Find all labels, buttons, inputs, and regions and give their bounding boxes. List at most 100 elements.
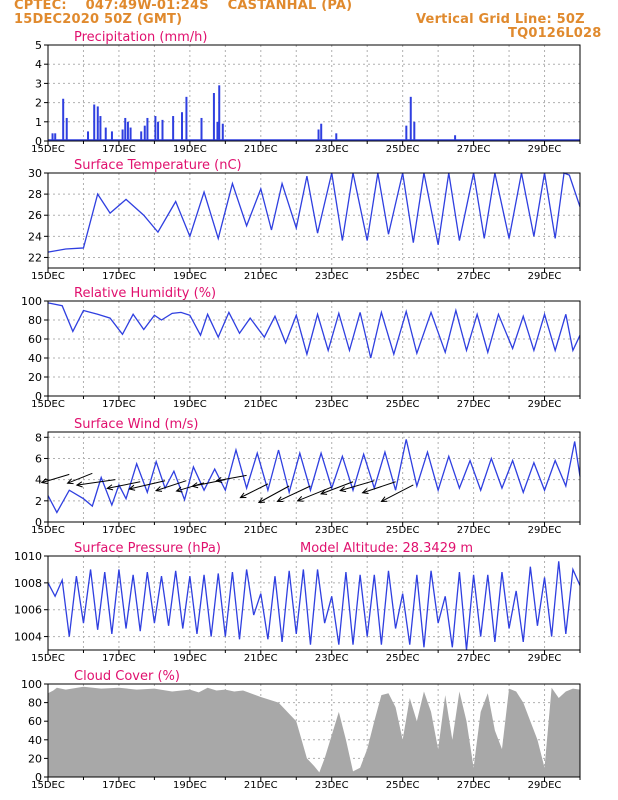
x-tick-label: 17DEC	[102, 399, 136, 410]
wind-arrow-head	[215, 476, 223, 483]
panel-frame	[47, 431, 581, 523]
wind-arrow-head	[239, 492, 247, 499]
precip-bar	[99, 116, 102, 141]
wind-arrow-head	[154, 486, 163, 492]
x-tick-label: 27DEC	[457, 780, 491, 791]
y-tick-label: 1006	[14, 604, 42, 617]
wind-arrow-head	[320, 489, 328, 495]
panel-annotation: Model Altitude: 28.3429 m	[300, 541, 473, 556]
y-tick-label: 0	[35, 771, 42, 784]
header-model-id: TQ0126L028	[508, 26, 602, 41]
precip-bar	[121, 129, 124, 141]
precip-bar	[216, 121, 219, 141]
x-tick-label: 25DEC	[386, 653, 420, 664]
x-tick-label: 21DEC	[244, 144, 278, 155]
x-tick-label: 21DEC	[244, 399, 278, 410]
header-location: CPTEC: 047:49W-01:24S CASTANHAL (PA)	[14, 0, 353, 13]
panel-title: Cloud Cover (%)	[74, 669, 180, 684]
precip-bar	[65, 117, 68, 141]
panel-1	[44, 172, 581, 273]
y-tick-label: 60	[28, 715, 42, 728]
panel-title: Surface Wind (m/s)	[74, 417, 198, 432]
precip-bar	[140, 131, 143, 141]
y-tick-label: 1004	[14, 631, 42, 644]
precip-bar	[335, 133, 338, 141]
x-tick-label: 17DEC	[102, 271, 136, 282]
panel-4	[44, 555, 581, 655]
x-tick-label: 15DEC	[31, 144, 65, 155]
x-tick-label: 23DEC	[315, 144, 349, 155]
series-line	[47, 172, 581, 253]
wind-arrow	[67, 472, 93, 484]
y-tick-label: 2	[35, 97, 42, 110]
precip-bar	[172, 116, 175, 141]
precip-bar	[143, 125, 146, 141]
y-tick-label: 1008	[14, 577, 42, 590]
precip-bar	[405, 125, 408, 141]
panel-title: Surface Temperature (nC)	[74, 158, 242, 173]
x-tick-label: 25DEC	[386, 144, 420, 155]
wind-arrow	[216, 474, 247, 482]
x-tick-label: 29DEC	[528, 525, 562, 536]
x-tick-label: 29DEC	[528, 780, 562, 791]
wind-arrow-head	[257, 497, 265, 504]
y-tick-label: 30	[28, 167, 42, 180]
wind-arrow-head	[128, 484, 136, 491]
x-tick-label: 21DEC	[244, 653, 278, 664]
precip-bar	[185, 96, 188, 141]
x-tick-label: 15DEC	[31, 780, 65, 791]
y-tick-label: 1010	[14, 550, 42, 563]
wind-arrow-head	[276, 496, 284, 502]
wind-arrow	[277, 485, 311, 502]
wind-arrow-head	[106, 484, 114, 491]
precip-bar	[181, 112, 183, 141]
x-tick-label: 19DEC	[173, 399, 207, 410]
wind-arrow	[240, 483, 269, 499]
y-tick-label: 4	[35, 474, 42, 487]
precip-bar	[161, 119, 164, 141]
x-tick-label: 23DEC	[315, 399, 349, 410]
x-tick-label: 19DEC	[173, 271, 207, 282]
x-tick-label: 19DEC	[173, 780, 207, 791]
precip-bar	[96, 106, 99, 141]
precip-bar	[200, 117, 203, 141]
precip-bar	[317, 129, 320, 141]
precip-bar	[154, 116, 157, 141]
series-line	[47, 439, 581, 514]
panel-3	[40, 431, 581, 527]
y-tick-label: 5	[35, 39, 42, 52]
panel-title: Precipitation (mm/h)	[74, 30, 207, 45]
precip-bar	[146, 117, 149, 141]
x-tick-label: 27DEC	[457, 653, 491, 664]
header-date: 15DEC2020 50Z (GMT)	[14, 12, 183, 27]
wind-arrow	[340, 480, 375, 492]
precip-bar	[62, 98, 65, 141]
y-tick-label: 6	[35, 452, 42, 465]
precip-bar	[157, 121, 160, 141]
y-tick-label: 20	[28, 371, 42, 384]
x-tick-label: 27DEC	[457, 271, 491, 282]
series-line	[47, 561, 581, 651]
wind-arrow	[76, 479, 116, 486]
x-tick-label: 29DEC	[528, 144, 562, 155]
x-tick-label: 29DEC	[528, 653, 562, 664]
precip-bar	[218, 85, 221, 141]
cloud-area	[48, 686, 580, 777]
x-tick-label: 19DEC	[173, 653, 207, 664]
wind-arrow	[129, 480, 166, 490]
y-tick-label: 22	[28, 251, 42, 264]
wind-arrow	[362, 481, 396, 494]
panel-frame	[47, 44, 581, 142]
y-tick-label: 100	[21, 678, 42, 691]
y-tick-label: 26	[28, 209, 42, 222]
precip-bar	[221, 123, 224, 141]
x-tick-label: 21DEC	[244, 525, 278, 536]
wind-arrow	[41, 473, 70, 484]
y-tick-label: 40	[28, 734, 42, 747]
y-tick-label: 40	[28, 352, 42, 365]
wind-arrow-head	[75, 481, 83, 488]
x-tick-label: 27DEC	[457, 144, 491, 155]
wind-arrow	[258, 485, 290, 503]
precip-bar	[87, 131, 90, 141]
x-tick-label: 15DEC	[31, 271, 65, 282]
